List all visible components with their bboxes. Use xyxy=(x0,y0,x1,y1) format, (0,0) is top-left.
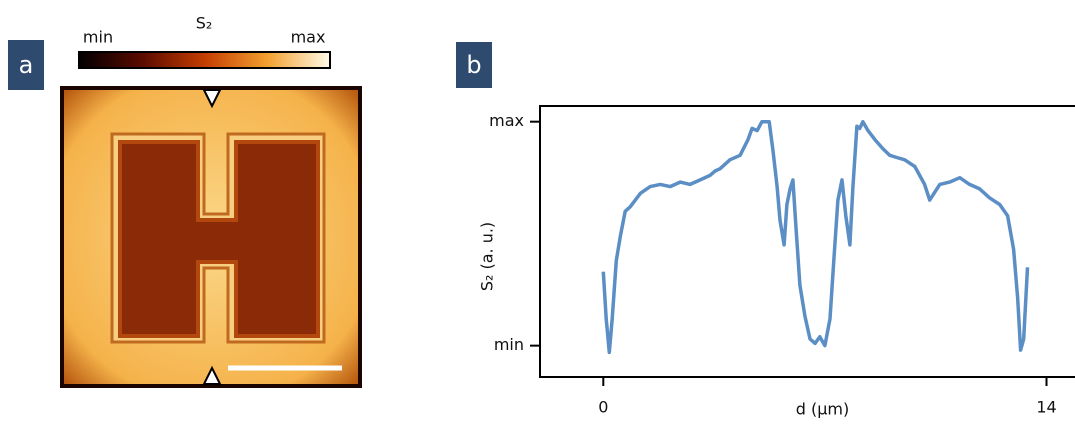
x-axis-label: d (µm) xyxy=(796,400,850,419)
data-line xyxy=(603,122,1027,353)
x-tick-label: 0 xyxy=(598,398,608,417)
y-tick-label: max xyxy=(489,111,524,130)
image xyxy=(60,86,362,388)
panel-label: a xyxy=(19,51,34,79)
y-axis-label: S₂ (a. u.) xyxy=(478,222,497,291)
panel-label: b xyxy=(466,51,481,79)
axes: min max 0 14 d (µm) S₂ (a. u.) xyxy=(478,105,1075,419)
colorbar-min: min xyxy=(83,28,113,47)
y-tick-label: min xyxy=(494,335,524,354)
colorbar-max: max xyxy=(291,28,326,47)
colorbar xyxy=(79,52,330,68)
colorbar-title: S₂ xyxy=(196,14,213,33)
x-tick-label: 14 xyxy=(1036,398,1056,417)
